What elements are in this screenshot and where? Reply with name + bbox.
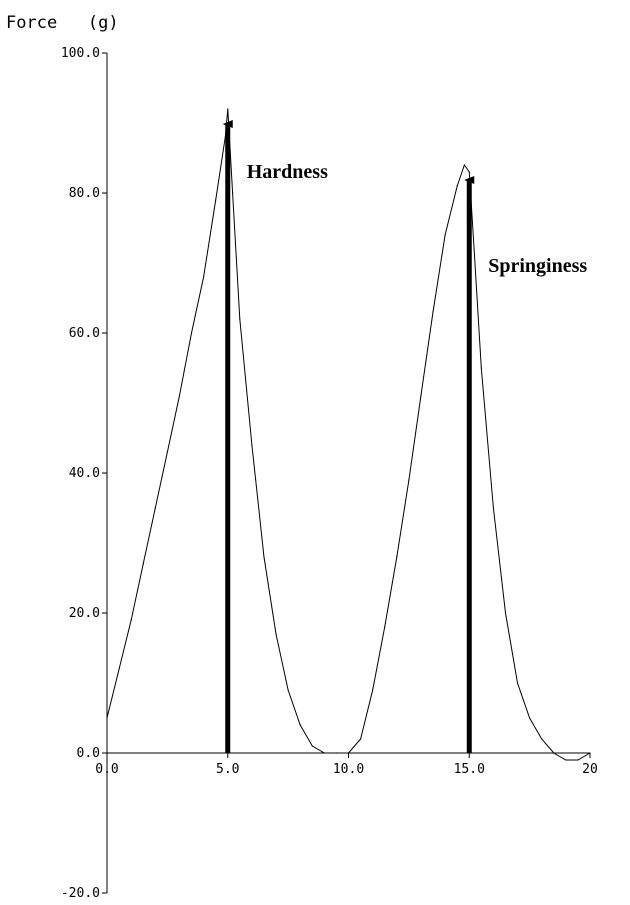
data-point <box>275 633 277 635</box>
data-point <box>118 668 120 670</box>
data-point <box>287 689 289 691</box>
data-point <box>504 612 507 614</box>
annotations: Hardness Springiness <box>222 120 587 753</box>
data-point <box>473 248 475 250</box>
data-point <box>263 556 265 558</box>
x-tick-label: 15.0 <box>454 762 485 777</box>
x-tick-label: 10.0 <box>333 762 364 777</box>
data-point <box>359 738 362 740</box>
y-tick-label: 100.0 <box>61 46 100 61</box>
data-point <box>384 626 386 628</box>
data-point <box>480 367 482 369</box>
data-point <box>553 752 555 754</box>
series-group <box>106 108 591 761</box>
data-point <box>142 563 144 565</box>
data-point <box>251 444 253 446</box>
annotation-label: Springiness <box>488 255 587 277</box>
y-tick-label: 80.0 <box>69 186 100 201</box>
data-point <box>130 619 132 621</box>
data-point <box>231 192 234 194</box>
data-point <box>215 199 217 201</box>
x-tick-label: 20 <box>582 762 598 777</box>
y-tick-label: 20.0 <box>69 606 100 621</box>
data-point <box>408 479 410 481</box>
x-tick-label: 5.0 <box>216 762 239 777</box>
data-point <box>516 682 519 684</box>
data-point <box>577 759 579 761</box>
data-point <box>190 332 193 334</box>
data-point <box>311 745 313 747</box>
data-point <box>239 318 241 320</box>
data-point <box>529 717 531 719</box>
y-tick-label: 60.0 <box>69 326 100 341</box>
data-point <box>444 234 446 236</box>
data-point <box>203 276 205 278</box>
data-point <box>541 738 543 740</box>
annotation-label: Hardness <box>247 161 328 183</box>
data-point <box>396 556 398 558</box>
data-point <box>420 395 422 397</box>
data-point <box>347 752 350 754</box>
data-point <box>227 108 229 110</box>
y-axis-title: Force (g) <box>6 13 119 33</box>
data-point <box>432 311 434 313</box>
data-point <box>323 752 325 754</box>
y-tick-label: -20.0 <box>61 886 100 901</box>
data-point <box>166 451 168 453</box>
data-point <box>492 507 494 509</box>
data-point <box>589 752 591 754</box>
data-point <box>468 171 470 173</box>
data-point <box>154 507 156 509</box>
data-point <box>299 724 301 726</box>
ticks: 100.0 80.0 60.0 40.0 20.0 0.0 -20.0 0.0 5.0 10.0 1… <box>61 46 598 901</box>
data-point <box>372 689 374 691</box>
data-point <box>456 185 458 187</box>
x-tick-label: 0.0 <box>95 762 118 777</box>
force-curve-line <box>106 108 591 761</box>
y-tick-label: 40.0 <box>69 466 100 481</box>
data-point <box>106 717 108 719</box>
data-point <box>335 752 338 754</box>
data-point <box>463 164 466 166</box>
data-point <box>565 759 567 761</box>
y-tick-label: 0.0 <box>77 746 100 761</box>
data-point <box>178 395 181 397</box>
